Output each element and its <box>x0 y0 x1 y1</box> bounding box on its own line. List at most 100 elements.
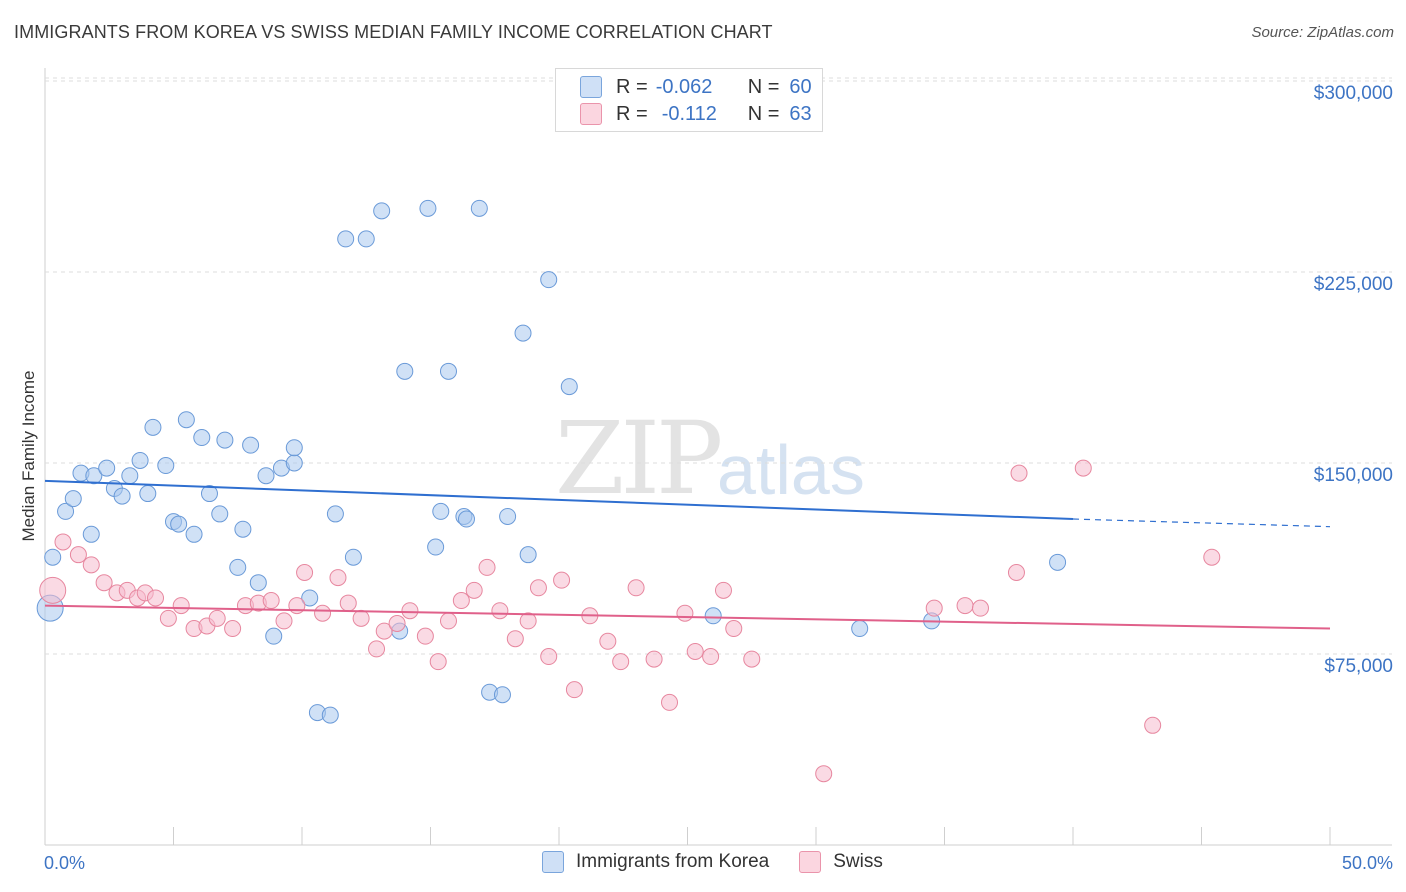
korea-point <box>157 457 175 475</box>
y-tick-label: $300,000 <box>1314 83 1393 104</box>
swiss-point <box>439 612 457 630</box>
swiss-point <box>208 609 226 627</box>
korea-point <box>427 538 445 556</box>
korea-point <box>560 378 578 396</box>
legend-n-value: 60 <box>789 75 812 98</box>
swiss-trend-line <box>44 604 1331 630</box>
swiss-point <box>296 564 314 582</box>
korea-point <box>44 548 62 566</box>
korea-point <box>432 502 450 520</box>
swiss-point <box>714 581 732 599</box>
korea-point <box>540 271 558 289</box>
swiss-point <box>956 597 974 615</box>
chart-title: IMMIGRANTS FROM KOREA VS SWISS MEDIAN FA… <box>14 22 773 42</box>
y-tick-label: $225,000 <box>1314 274 1393 295</box>
legend-swatch-korea <box>580 76 602 98</box>
legend-n-value: 63 <box>789 102 812 125</box>
korea-point <box>200 485 218 503</box>
swiss-point <box>452 592 470 610</box>
y-tick-label: $150,000 <box>1314 465 1393 486</box>
swiss-point <box>676 604 694 622</box>
swiss-point <box>172 597 190 615</box>
korea-point <box>216 431 234 449</box>
swiss-point <box>971 599 989 617</box>
korea-point <box>170 515 188 533</box>
korea-trend-line <box>44 479 1074 521</box>
swiss-point <box>540 648 558 666</box>
y-tick-label: $75,000 <box>1324 656 1393 677</box>
korea-point <box>193 429 211 447</box>
korea-point <box>470 199 488 217</box>
series-swatch-korea <box>542 851 564 873</box>
swiss-point <box>565 681 583 699</box>
swiss-point <box>553 571 571 589</box>
swiss-point <box>416 627 434 645</box>
korea-point <box>113 487 131 505</box>
series-swatch-swiss <box>799 851 822 873</box>
swiss-point <box>147 589 165 607</box>
series-legend-swiss[interactable]: Swiss <box>799 851 883 873</box>
series-legend-korea[interactable]: Immigrants from Korea <box>542 851 769 873</box>
correlation-legend: R = -0.062 N = 60 R = -0.112 N = 63 <box>555 68 823 132</box>
swiss-point <box>401 602 419 620</box>
swiss-point <box>95 574 113 592</box>
korea-point <box>139 485 157 503</box>
swiss-point <box>465 581 483 599</box>
korea-point <box>519 546 537 564</box>
swiss-point <box>1203 548 1221 566</box>
swiss-point <box>702 648 720 666</box>
watermark-zip: ZIP <box>555 400 723 517</box>
swiss-point <box>506 630 524 648</box>
swiss-point <box>925 599 943 617</box>
korea-point <box>326 505 344 523</box>
korea-point <box>419 199 437 217</box>
swiss-point <box>82 556 100 574</box>
swiss-point <box>375 622 393 640</box>
source-label: Source: ZipAtlas.com <box>1251 24 1394 41</box>
korea-point <box>234 520 252 538</box>
korea-point <box>851 620 869 638</box>
swiss-point <box>329 569 347 587</box>
swiss-point <box>314 604 332 622</box>
swiss-point <box>491 602 509 620</box>
korea-point <box>177 411 195 429</box>
swiss-point <box>612 653 630 671</box>
korea-point <box>82 525 100 543</box>
swiss-point <box>627 579 645 597</box>
legend-r-label: R = <box>616 102 648 125</box>
watermark-atlas: atlas <box>717 431 865 509</box>
korea-point <box>396 362 414 380</box>
swiss-point <box>224 620 242 638</box>
korea-point <box>185 525 203 543</box>
swiss-point <box>352 609 370 627</box>
legend-row-swiss: R = -0.112 N = 63 <box>580 102 812 126</box>
korea-point <box>337 230 355 248</box>
korea-point <box>499 507 517 525</box>
swiss-point <box>478 558 496 576</box>
swiss-point <box>599 632 617 650</box>
swiss-point <box>1007 564 1025 582</box>
korea-point <box>242 436 260 454</box>
series-label-swiss: Swiss <box>833 851 883 872</box>
korea-point <box>285 454 303 472</box>
korea-point <box>98 459 116 477</box>
legend-n-label: N = <box>747 75 780 98</box>
legend-swatch-swiss <box>580 103 602 125</box>
korea-point <box>373 202 391 220</box>
swiss-point <box>645 650 663 668</box>
korea-point <box>344 548 362 566</box>
swiss-point <box>743 650 761 668</box>
swiss-point <box>429 653 447 671</box>
korea-point <box>1049 553 1067 571</box>
swiss-point <box>529 579 547 597</box>
korea-point <box>357 230 375 248</box>
korea-point <box>457 510 475 528</box>
swiss-point <box>388 614 406 632</box>
korea-point <box>121 467 139 485</box>
korea-point <box>64 490 82 508</box>
swiss-point <box>54 533 72 551</box>
swiss-point <box>661 693 679 711</box>
legend-n-label: N = <box>747 102 780 125</box>
swiss-point <box>1010 464 1028 482</box>
